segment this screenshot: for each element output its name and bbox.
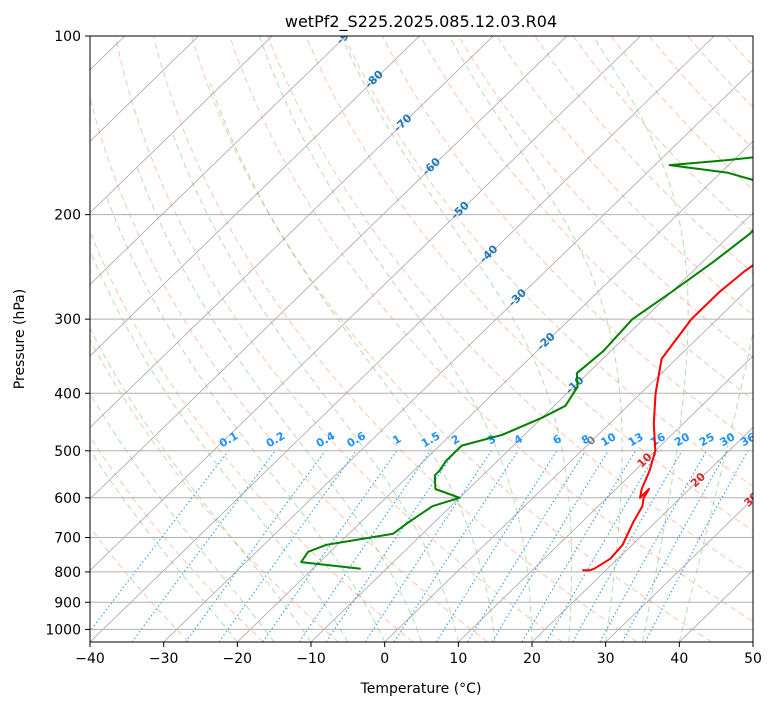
moist-adiabat bbox=[258, 36, 533, 642]
x-tick-label: −10 bbox=[296, 651, 326, 667]
dry-adiabat bbox=[114, 36, 563, 642]
y-axis-label: Pressure (hPa) bbox=[12, 289, 28, 389]
dry-adiabat bbox=[267, 36, 753, 577]
x-tick-label: −20 bbox=[223, 651, 253, 667]
isotherm-line bbox=[90, 36, 273, 214]
mixing-ratio-line bbox=[218, 450, 357, 642]
isotherm-label: -90 bbox=[334, 24, 358, 47]
dry-adiabat bbox=[152, 36, 638, 642]
x-tick-label: 10 bbox=[449, 651, 467, 667]
mixing-ratio-line bbox=[393, 450, 519, 642]
dry-adiabat bbox=[90, 95, 488, 642]
y-tick-label: 400 bbox=[54, 386, 81, 402]
x-tick-label: 0 bbox=[380, 651, 389, 667]
y-tick-label: 700 bbox=[54, 531, 81, 547]
x-tick-label: 20 bbox=[523, 651, 541, 667]
y-tick-label: 300 bbox=[54, 312, 81, 328]
y-axis: 100 200 300 400 500 600 700 800 900 1000 bbox=[45, 29, 90, 638]
isotherm-line bbox=[90, 36, 420, 357]
isotherm-line bbox=[163, 69, 753, 642]
isotherm-line bbox=[90, 36, 199, 142]
y-tick-label: 800 bbox=[54, 565, 81, 581]
isotherm-line bbox=[90, 36, 641, 572]
isotherm-line bbox=[237, 140, 753, 642]
mixing-ratio-line bbox=[325, 450, 456, 642]
mixing-ratio-line bbox=[621, 450, 728, 642]
moist-adiabat bbox=[448, 36, 623, 642]
isotherm-label: 30 bbox=[741, 489, 761, 509]
isotherm-line bbox=[90, 36, 715, 642]
mixing-ratio-line bbox=[467, 450, 586, 642]
isotherm-line bbox=[384, 283, 753, 642]
moist-adiabat bbox=[678, 330, 753, 642]
mixing-ratio-line bbox=[644, 450, 749, 642]
temperature-profile-line bbox=[582, 263, 753, 572]
moist-adiabat bbox=[209, 82, 496, 642]
isotherm-line bbox=[458, 355, 753, 642]
dry-adiabat bbox=[90, 435, 264, 642]
y-tick-label: 900 bbox=[54, 595, 81, 611]
dry-adiabat bbox=[305, 36, 753, 532]
x-tick-label: 50 bbox=[744, 651, 762, 667]
isotherm-line bbox=[90, 36, 568, 500]
x-tick-label: −30 bbox=[149, 651, 179, 667]
moist-adiabat bbox=[105, 194, 386, 642]
moist-adiabat bbox=[135, 164, 422, 642]
moist-adiabat bbox=[90, 392, 275, 642]
y-tick-label: 600 bbox=[54, 491, 81, 507]
y-tick-label: 200 bbox=[54, 208, 81, 224]
isotherm-line bbox=[531, 426, 753, 642]
y-tick-label: 1000 bbox=[45, 622, 81, 638]
x-tick-label: −40 bbox=[75, 651, 105, 667]
chart-title: wetPf2_S225.2025.085.12.03.R04 bbox=[285, 12, 557, 32]
isotherm-line bbox=[90, 36, 347, 285]
x-axis-label: Temperature (°C) bbox=[360, 681, 482, 697]
mixing-ratio-label: 36 bbox=[738, 430, 758, 449]
isotherm-line bbox=[605, 498, 753, 642]
mixing-ratio-line bbox=[435, 450, 558, 642]
plot-frame bbox=[89, 35, 754, 643]
mixing-ratio-line bbox=[364, 450, 492, 642]
profile-series bbox=[300, 156, 753, 572]
mixing-ratio-line bbox=[185, 450, 326, 642]
x-tick-label: 30 bbox=[597, 651, 615, 667]
moist-adiabat bbox=[90, 327, 312, 642]
dewpoint-profile-line bbox=[300, 156, 753, 570]
moist-adiabat bbox=[340, 36, 573, 642]
isotherm-line bbox=[310, 212, 753, 642]
dry-adiabat bbox=[191, 36, 712, 642]
mixing-ratio-line bbox=[262, 450, 398, 642]
mixing-ratio-line bbox=[298, 450, 431, 642]
dry-adiabat bbox=[229, 36, 753, 622]
y-tick-label: 100 bbox=[54, 29, 81, 45]
isotherm-line bbox=[90, 36, 494, 428]
mixing-ratio-line bbox=[491, 450, 609, 642]
x-tick-label: 40 bbox=[670, 651, 688, 667]
grid-lines bbox=[90, 36, 753, 630]
mixing-ratio-line bbox=[131, 450, 276, 642]
dry-adiabat bbox=[90, 338, 339, 642]
x-axis: −40 −30 −20 −10 0 10 20 30 40 50 bbox=[75, 642, 762, 667]
dry-adiabat bbox=[496, 36, 753, 316]
mixing-ratio-line bbox=[599, 450, 708, 642]
y-tick-label: 500 bbox=[54, 444, 81, 460]
